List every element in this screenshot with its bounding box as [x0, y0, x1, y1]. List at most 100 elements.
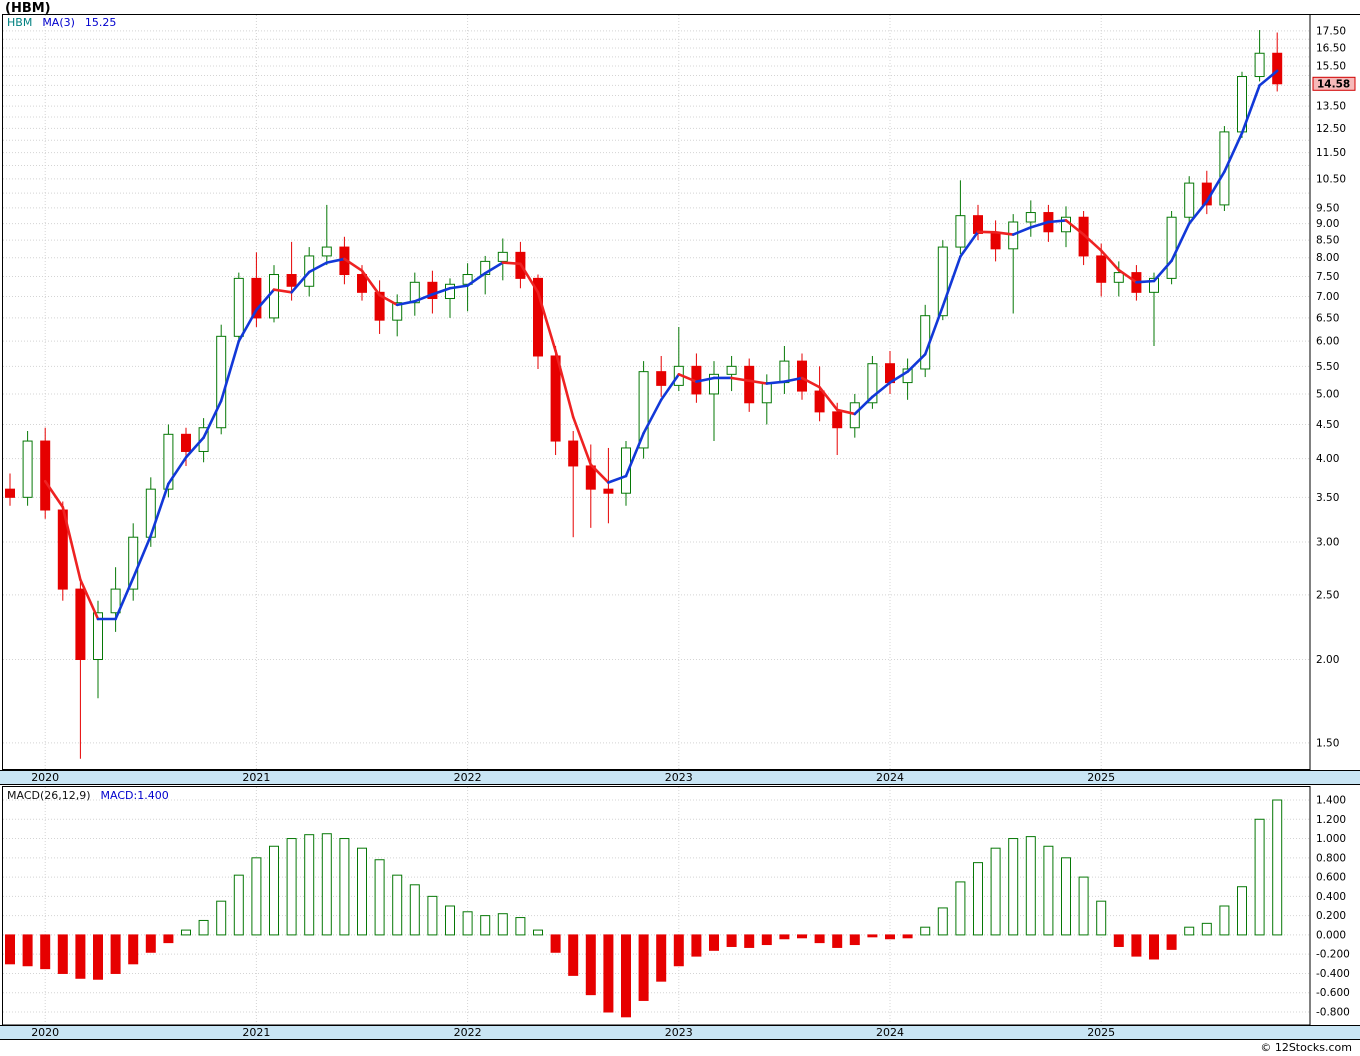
candle-body [233, 277, 244, 337]
macd-bar [5, 934, 15, 965]
candle-body [40, 440, 51, 511]
ma-line-segment [395, 300, 417, 307]
macd-value-label: MACD:1.400 [100, 789, 169, 802]
ma-line-segment [255, 288, 276, 312]
ma-line-segment [1152, 259, 1173, 283]
ma-line-segment [1223, 131, 1244, 173]
macd-bar [128, 934, 139, 965]
candle-body [1254, 52, 1265, 78]
ma-label: MA(3) [42, 16, 75, 29]
macd-bar [638, 934, 649, 1001]
macd-bar [779, 934, 790, 940]
macd-axis-label: 0.200 [1316, 910, 1346, 922]
ma-line-segment [202, 399, 223, 439]
ma-line-segment [1117, 268, 1138, 284]
ma-line-segment [184, 436, 205, 459]
ma-line-segment [114, 576, 135, 621]
candle-body [163, 433, 174, 490]
macd-plot-border [2, 786, 1311, 1026]
macd-bar [462, 911, 473, 936]
macd-bar [216, 900, 227, 936]
macd-bar [251, 857, 262, 936]
ma-line-segment [448, 284, 469, 290]
price-axis-label: 1.50 [1316, 737, 1339, 749]
price-axis-label: 2.50 [1316, 589, 1339, 601]
macd-bar [1254, 818, 1265, 936]
macd-bar [233, 874, 244, 936]
macd-bar [1061, 857, 1071, 936]
ma-line-segment [923, 304, 945, 356]
macd-bar [1078, 876, 1089, 936]
ma-line-segment [554, 349, 575, 419]
year-label: 2021 [242, 1026, 271, 1039]
macd-bar [93, 934, 103, 980]
macd-bar [515, 917, 526, 936]
macd-bar [445, 905, 455, 936]
ma-line-segment [941, 255, 962, 308]
candle-body [955, 215, 966, 248]
macd-bar [1149, 934, 1159, 960]
ma-line-segment [1011, 226, 1033, 236]
macd-axis-label: 0.400 [1316, 891, 1346, 903]
macd-bar [744, 934, 755, 948]
candle-body [251, 277, 262, 319]
ma-line-segment [994, 231, 1015, 236]
ma-line-segment [1064, 219, 1085, 236]
ma-line-segment [1187, 200, 1209, 225]
year-label: 2022 [453, 1026, 482, 1039]
macd-bar [110, 934, 121, 974]
candle-body [814, 390, 825, 413]
ma-line-segment [906, 352, 927, 373]
candle-body [269, 274, 279, 319]
macd-bar [814, 934, 825, 944]
macd-bar [57, 934, 68, 974]
ma-line-segment [677, 373, 698, 383]
price-axis-label: 15.50 [1316, 61, 1346, 73]
macd-bar [304, 834, 315, 936]
ma-line-segment [1135, 279, 1156, 284]
price-chart: 17.50 16.50 15.50 13.50 12.50 11.50 10.50 9.50 9… [2, 14, 1360, 770]
candle-body [286, 274, 297, 287]
candle-body [656, 371, 667, 386]
macd-bar [75, 934, 86, 979]
ma-line-segment [290, 270, 311, 294]
candle-body [374, 291, 385, 321]
ma-line-segment [818, 385, 839, 412]
macd-axis-label: 0.000 [1316, 929, 1346, 941]
macd-bar [357, 847, 367, 936]
macd-bar [1219, 905, 1230, 936]
ma-line-segment [695, 376, 716, 383]
ma-line-segment [1099, 249, 1121, 272]
ma-line-segment [871, 381, 892, 399]
candle-body [990, 232, 1001, 250]
year-label: 2025 [1087, 1026, 1116, 1039]
candle-body [1025, 212, 1036, 223]
ma-line-segment [131, 534, 153, 580]
macd-bar [392, 874, 403, 936]
macd-bar [603, 934, 614, 1013]
macd-bar [673, 934, 684, 967]
candle-body [1113, 272, 1124, 283]
candle-body [392, 302, 403, 321]
year-label: 2021 [242, 771, 271, 784]
macd-axis-label: -0.600 [1316, 987, 1350, 999]
x-axis-year-band-bottom: 2020 2021 2022 2023 2024 2025 [0, 1025, 1360, 1040]
candle-body [5, 488, 15, 498]
macd-bar [709, 934, 719, 951]
macd-bar [427, 895, 438, 936]
macd-axis-label: -0.800 [1316, 1007, 1350, 1019]
macd-bar [761, 934, 772, 946]
year-label: 2024 [876, 1026, 904, 1039]
ma-line-segment [747, 379, 769, 385]
macd-bar [1272, 799, 1283, 936]
year-label: 2025 [1087, 771, 1116, 784]
price-plot-border [2, 14, 1311, 770]
candle-body [744, 365, 755, 404]
macd-bar [497, 913, 508, 936]
macd-axis-label: 1.400 [1316, 795, 1346, 807]
candle-body [75, 588, 86, 661]
candle-body [638, 371, 649, 449]
macd-bar [181, 929, 191, 936]
year-label: 2020 [31, 1026, 60, 1039]
